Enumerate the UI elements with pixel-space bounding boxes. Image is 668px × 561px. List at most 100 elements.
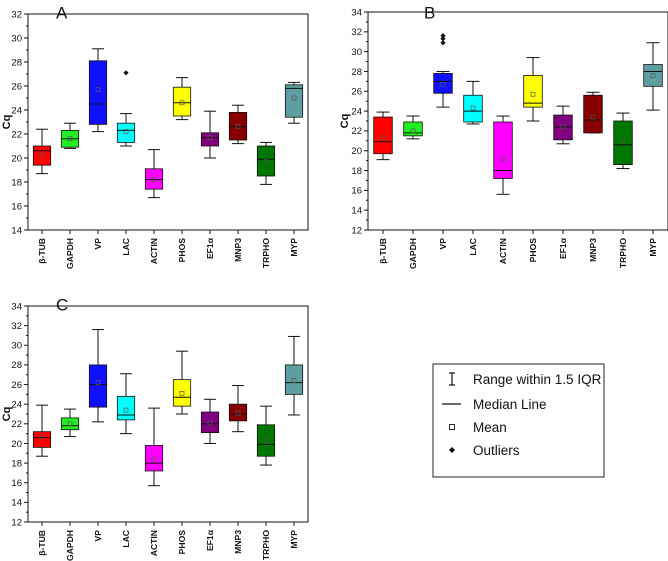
mean-marker (263, 159, 269, 164)
box-myp (284, 335, 304, 416)
panel-c: C Cq 12 14 16 18 20 22 24 26 28 30 32 34 β-TUB GAPDH VP L… (1, 295, 309, 561)
x-tick-label: PHOS (528, 238, 538, 263)
mean-marker (235, 410, 241, 416)
mean-marker (67, 421, 73, 427)
iqr-box (32, 145, 52, 166)
box-actin (144, 149, 164, 199)
iqr-box (463, 94, 483, 123)
y-tick-label: 20 (351, 146, 362, 157)
x-tick-label: TRPHO (618, 238, 628, 268)
mean-marker (620, 139, 626, 145)
iqr-box (284, 84, 304, 118)
panel-b: B Cq 12 14 16 18 20 22 24 26 28 30 32 34 β-TUB GAPDH VP L… (339, 3, 668, 269)
mean-marker (179, 391, 185, 396)
box-trpho (613, 112, 633, 170)
box-lac (463, 80, 483, 125)
x-tick-label: VP (438, 238, 448, 250)
iqr-box (88, 364, 108, 408)
legend-median-label: Median Line (473, 397, 547, 412)
x-tick-label: MNP3 (588, 238, 598, 262)
plot-frame (367, 11, 668, 231)
y-tick-label: 22 (11, 129, 22, 140)
box--tub (32, 128, 52, 175)
mean-marker (291, 378, 297, 383)
box-ef1- (200, 398, 220, 444)
iqr-box (613, 120, 633, 165)
y-tick-label: 18 (11, 458, 22, 469)
y-tick-label: 32 (11, 9, 22, 20)
x-tick-label: GAPDH (65, 530, 75, 561)
y-tick-label: 34 (11, 301, 22, 312)
y-tick-label: 30 (351, 47, 362, 58)
mean-marker (39, 152, 45, 157)
x-tick-label: LAC (121, 238, 131, 256)
iqr-box (88, 60, 108, 125)
box-vp (433, 33, 453, 108)
iqr-box (643, 64, 663, 87)
x-tick-label: TRPHO (261, 530, 271, 560)
y-tick-label: 26 (351, 87, 362, 98)
y-axis-label: Cq (339, 114, 351, 129)
x-tick-label: GAPDH (408, 238, 418, 269)
iqr-box (256, 424, 276, 457)
iqr-box (433, 73, 453, 94)
box--tub (373, 111, 393, 161)
mean-marker (95, 380, 101, 385)
box-myp (284, 81, 304, 124)
legend-range-symbol (449, 372, 455, 386)
panel-label: B (424, 3, 435, 22)
x-tick-label: PHOS (177, 530, 187, 555)
x-tick-label: LAC (468, 238, 478, 256)
iqr-box (144, 168, 164, 190)
y-tick-label: 30 (11, 33, 22, 44)
mean-marker (500, 156, 506, 162)
x-tick-label: MNP3 (233, 530, 243, 554)
legend: Range within 1.5 IQR Median Line Mean Ou… (432, 363, 605, 478)
box-phos (172, 77, 192, 121)
x-tick-label: β-TUB (37, 530, 47, 556)
x-tick-label: EF1α (205, 237, 215, 259)
box-actin (144, 407, 164, 487)
mean-marker (440, 81, 446, 87)
iqr-box (172, 379, 192, 407)
y-tick-label: 14 (351, 205, 362, 216)
box-vp (88, 329, 108, 423)
x-tick-label: VP (93, 530, 103, 542)
y-tick-label: 22 (11, 419, 22, 430)
iqr-box (256, 145, 276, 177)
iqr-box (144, 445, 164, 472)
outlier-marker (440, 33, 446, 39)
iqr-box (493, 121, 513, 179)
legend-mean-label: Mean (473, 420, 507, 435)
y-tick-label: 16 (11, 201, 22, 212)
y-tick-label: 34 (351, 7, 362, 18)
mean-marker (380, 135, 386, 141)
mean-marker (207, 135, 213, 140)
x-tick-label: MYP (648, 238, 658, 257)
y-tick-label: 16 (351, 186, 362, 197)
mean-marker (263, 438, 269, 443)
y-tick-label: 24 (11, 399, 22, 410)
mean-marker (560, 124, 566, 130)
iqr-box (373, 116, 393, 155)
mean-marker (207, 420, 213, 426)
box-phos (523, 57, 543, 122)
x-tick-label: β-TUB (378, 238, 388, 264)
mean-marker (179, 100, 185, 106)
box-lac (116, 70, 136, 147)
mean-marker (530, 91, 536, 97)
box-ef1- (200, 110, 220, 159)
x-tick-label: MYP (289, 530, 299, 549)
outlier-marker (123, 70, 129, 76)
box-myp (643, 42, 663, 111)
iqr-box (228, 403, 248, 422)
x-tick-label: EF1α (205, 529, 215, 551)
legend-mean-symbol (449, 424, 455, 430)
y-tick-label: 20 (11, 439, 22, 450)
box-trpho (256, 405, 276, 466)
y-tick-label: 28 (11, 57, 22, 68)
plot-frame (27, 305, 309, 523)
mean-marker (235, 124, 241, 130)
mean-marker (291, 95, 297, 101)
